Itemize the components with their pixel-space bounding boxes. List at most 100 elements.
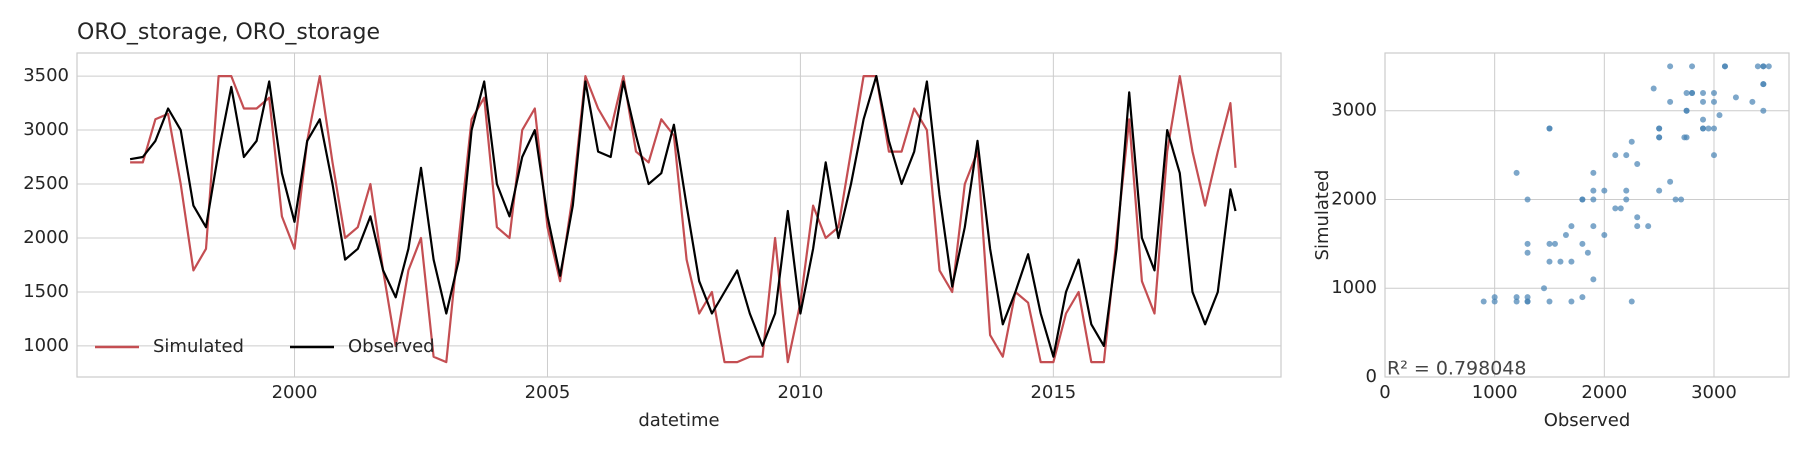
scatter-point — [1634, 160, 1641, 167]
scatter-point — [1513, 169, 1520, 176]
scatter-point — [1710, 98, 1717, 105]
scatter-point — [1760, 81, 1767, 88]
x-tick-label: 2005 — [525, 382, 571, 403]
scatter-point — [1612, 152, 1619, 159]
legend-label: Observed — [348, 336, 435, 357]
y-tick-label: 1500 — [23, 281, 69, 302]
scatter-point — [1568, 258, 1575, 265]
scatter-point — [1754, 63, 1761, 70]
scatter-point — [1705, 125, 1712, 132]
scatter-point — [1634, 214, 1641, 221]
scatter-point — [1551, 240, 1558, 247]
scatter-point — [1524, 240, 1531, 247]
scatter-point — [1590, 187, 1597, 194]
scatter-point — [1524, 294, 1531, 301]
y-tick-label: 3000 — [1331, 100, 1377, 121]
scatter-point — [1524, 249, 1531, 256]
scatter-point — [1732, 94, 1739, 101]
scatter-point — [1656, 125, 1663, 132]
legend-label: Simulated — [153, 336, 244, 357]
x-axis-label: datetime — [638, 410, 719, 431]
scatter-point — [1628, 138, 1635, 145]
scatter-point — [1765, 63, 1772, 70]
y-tick-label: 1000 — [1331, 277, 1377, 298]
scatter-point — [1628, 298, 1635, 305]
scatter-point — [1689, 89, 1696, 96]
scatter-point — [1513, 294, 1520, 301]
y-tick-label: 3500 — [23, 65, 69, 86]
scatter-point — [1667, 178, 1674, 185]
scatter-point — [1645, 223, 1652, 230]
scatter-point — [1700, 89, 1707, 96]
scatter-point — [1590, 196, 1597, 203]
scatter-point — [1656, 187, 1663, 194]
scatter-point — [1557, 258, 1564, 265]
scatter-point — [1710, 89, 1717, 96]
scatter-point — [1491, 294, 1498, 301]
y-tick-label: 1000 — [23, 335, 69, 356]
y-tick-label: 2500 — [23, 173, 69, 194]
x-tick-label: 2015 — [1030, 382, 1076, 403]
x-tick-label: 2000 — [1581, 382, 1627, 403]
scatter-point — [1683, 134, 1690, 141]
y-tick-label: 3000 — [23, 119, 69, 140]
x-tick-label: 2010 — [778, 382, 824, 403]
scatter-point — [1579, 294, 1586, 301]
scatter-point — [1760, 63, 1767, 70]
scatter-point — [1617, 205, 1624, 212]
scatter-point — [1683, 107, 1690, 114]
scatter-point — [1700, 98, 1707, 105]
scatter-point — [1672, 196, 1679, 203]
scatter-point — [1601, 231, 1608, 238]
plot-frame — [76, 52, 1282, 378]
scatter-point — [1656, 134, 1663, 141]
scatter-point — [1546, 125, 1553, 132]
annotation: R² = 0.798048 — [1387, 358, 1526, 380]
series-line — [129, 75, 1237, 358]
plot-frame — [1384, 52, 1790, 378]
scatter-point — [1749, 98, 1756, 105]
y-tick-label: 0 — [1366, 366, 1377, 387]
scatter-point — [1562, 231, 1569, 238]
scatter-point — [1590, 169, 1597, 176]
scatter-point — [1667, 98, 1674, 105]
scatter-point — [1513, 298, 1520, 305]
scatter-point — [1623, 187, 1630, 194]
scatter-point — [1612, 205, 1619, 212]
x-axis-label: Observed — [1544, 410, 1631, 431]
scatter-point — [1491, 298, 1498, 305]
x-tick-label: 1000 — [1472, 382, 1518, 403]
scatter-point — [1546, 240, 1553, 247]
scatter-point — [1623, 152, 1630, 159]
scatter-point — [1579, 196, 1586, 203]
x-tick-label: 3000 — [1691, 382, 1737, 403]
series-line — [130, 75, 1237, 364]
scatter-point — [1590, 223, 1597, 230]
scatter-point — [1700, 125, 1707, 132]
scatter-point — [1541, 285, 1548, 292]
scatter-point — [1579, 240, 1586, 247]
scatter-point — [1590, 276, 1597, 283]
scatter-point — [1700, 116, 1707, 123]
scatter-point — [1568, 298, 1575, 305]
scatter-point — [1524, 196, 1531, 203]
scatter-point — [1650, 85, 1657, 92]
scatter-point — [1710, 125, 1717, 132]
scatter-point — [1678, 196, 1685, 203]
scatter-point — [1710, 152, 1717, 159]
y-axis-label: Simulated — [1312, 170, 1333, 261]
scatter-point — [1546, 258, 1553, 265]
y-tick-label: 2000 — [1331, 188, 1377, 209]
scatter-point — [1524, 298, 1531, 305]
scatter-point — [1546, 298, 1553, 305]
scatter-point — [1683, 89, 1690, 96]
scatter-point — [1568, 223, 1575, 230]
scatter-point — [1623, 196, 1630, 203]
chart-title: ORO_storage, ORO_storage — [77, 20, 380, 45]
scatter-point — [1716, 112, 1723, 119]
scatter-point — [1584, 249, 1591, 256]
x-tick-label: 0 — [1379, 382, 1390, 403]
scatter-point — [1667, 63, 1674, 70]
scatter-point — [1760, 107, 1767, 114]
